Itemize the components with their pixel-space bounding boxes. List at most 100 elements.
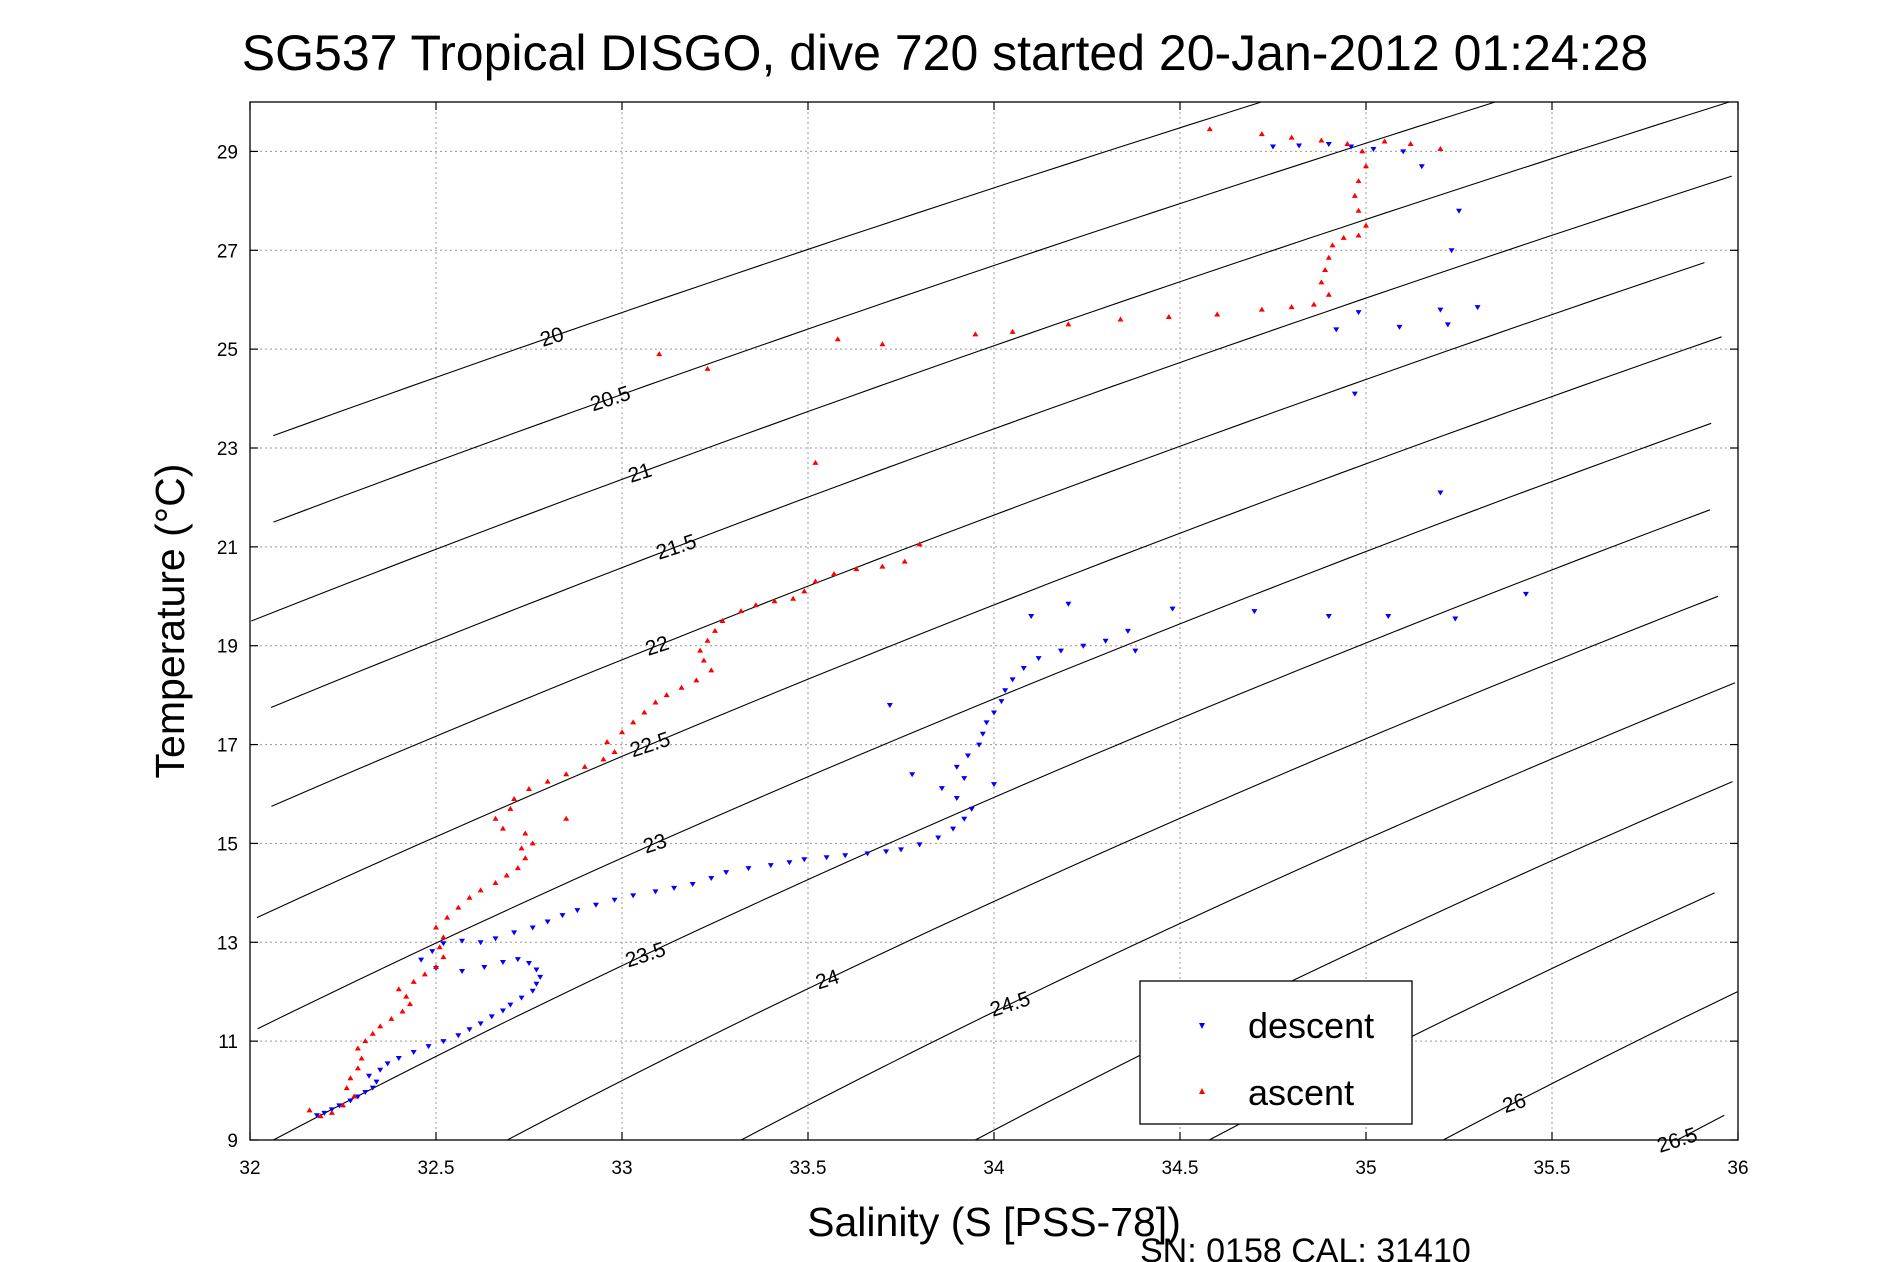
ascent-point [1065,321,1072,327]
ascent-point [1407,141,1414,147]
descent-point [864,851,871,857]
descent-point [511,930,518,936]
descent-point [964,753,971,759]
ascent-point [812,578,819,584]
ascent-point [1206,126,1213,132]
descent-point [979,731,986,737]
ascent-point [395,986,402,992]
descent-point [518,995,525,1001]
descent-point [983,720,990,726]
descent-point [1444,322,1451,328]
descent-point [1355,310,1362,316]
descent-point [533,981,540,987]
descent-point [1448,248,1455,254]
ascent-point [522,830,529,836]
x-tick-label: 33 [611,1158,632,1179]
descent-point [429,949,436,955]
ascent-point [1258,131,1265,137]
isopycnal-line [273,101,1496,523]
descent-point [477,940,484,946]
ascent-point [343,1085,350,1091]
descent-point [689,881,696,887]
descent-point [630,893,637,899]
ascent-point [529,840,536,846]
isopycnal-line [975,781,1733,1141]
descent-point [1474,305,1481,311]
descent-point [507,1002,514,1008]
ascent-point [477,887,484,893]
descent-point [574,908,581,914]
isopycnal-line [507,595,1719,1141]
descent-point [938,786,945,792]
ascent-point [700,657,707,663]
ascent-point [678,684,685,690]
ascent-point [492,815,499,821]
ascent-point [738,608,745,614]
legend-box [1139,980,1413,1125]
ascent-point [433,964,439,969]
ascent-point [619,729,625,735]
y-tick-label: 9 [227,1131,238,1152]
isopycnal-line [1676,1114,1725,1141]
ascent-point [563,815,570,821]
descent-point [611,897,618,903]
ascent-point [421,971,428,977]
ascent-point [410,978,417,984]
ascent-point [1340,234,1347,240]
isopycnal-line [1442,991,1738,1141]
descent-point [1002,688,1009,694]
descent-point [1325,142,1332,148]
ascent-point [1258,306,1265,312]
ascent-point [1117,316,1124,322]
ascent-point [362,1038,369,1044]
isopycnal-line [251,101,1730,622]
x-tick-label: 33.5 [790,1158,827,1179]
ascent-point [306,1107,313,1113]
descent-point [377,1067,384,1073]
descent-series [313,142,1529,1119]
descent-point [953,795,960,801]
isopycnal-line [270,175,1732,709]
ascent-point [377,1023,384,1029]
descent-point [1251,609,1258,615]
isopycnal-line [256,336,1722,919]
ascent-point [652,699,659,705]
descent-point [499,1008,506,1014]
descent-point [313,1113,320,1119]
ascent-point [351,1093,358,1099]
ascent-point [466,894,473,900]
ascent-point [1381,138,1388,144]
descent-point [440,941,447,947]
descent-point [1270,144,1276,150]
ascent-point [399,1008,406,1014]
ascent-point [771,598,778,604]
ascent-point [834,336,841,342]
descent-point [786,860,793,866]
descent-point [976,742,983,748]
ascent-point [514,865,521,871]
descent-point [968,806,975,812]
ascent-point [972,331,979,337]
ascent-point [455,904,462,910]
descent-point [1035,656,1042,662]
isopycnal-line [257,422,1712,1030]
grid-lines [250,102,1738,1140]
ascent-point [656,351,663,357]
ascent-point [388,1015,395,1021]
y-tick-label: 13 [217,933,238,954]
y-tick-label: 19 [217,637,238,658]
descent-point [961,816,968,822]
descent-point [488,1014,495,1020]
descent-point [526,961,532,967]
ascent-point [812,459,819,465]
ascent-series [306,126,1444,1119]
descent-point [991,782,997,788]
ascent-point [347,1075,354,1081]
descent-point [1456,208,1462,214]
descent-point [1418,164,1425,170]
ascent-point [433,924,439,930]
descent-point [410,1050,417,1056]
footer-serial-cal: SN: 0158 CAL: 31410 [1140,1232,1471,1262]
y-tick-label: 23 [217,439,238,460]
ascent-point [354,1045,361,1051]
